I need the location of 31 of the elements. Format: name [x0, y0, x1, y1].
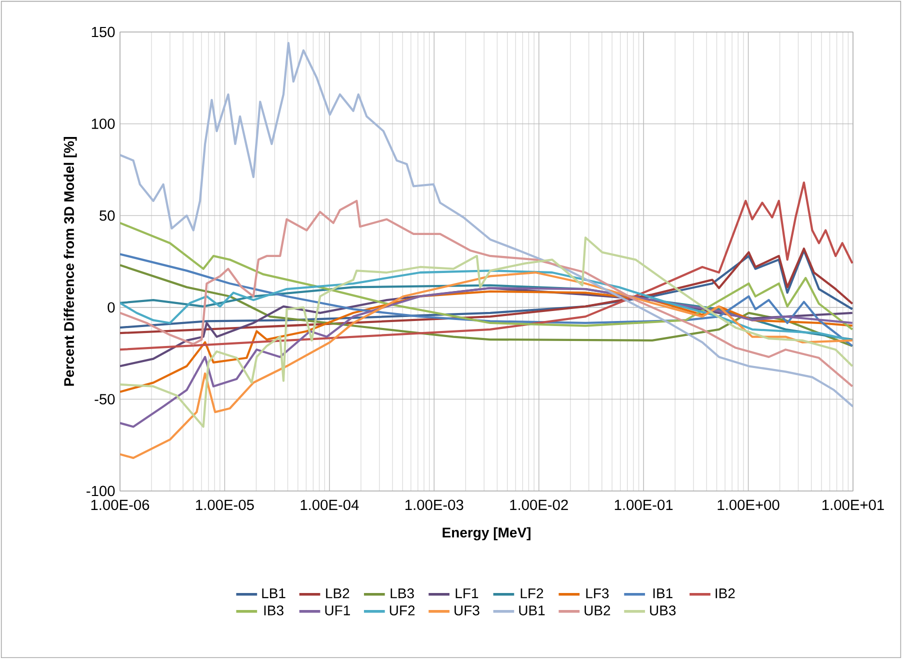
y-tick-label: 150: [92, 26, 115, 38]
legend-label: UB1: [519, 606, 545, 616]
legend-label: IB1: [653, 588, 672, 598]
y-tick-label: -50: [94, 394, 115, 404]
y-tick-label: 100: [92, 118, 115, 129]
x-tick-label: 1.00E-01: [614, 500, 673, 510]
legend-label: LB2: [326, 588, 350, 598]
y-tick-label: -100: [86, 486, 115, 496]
legend-label: UF3: [454, 606, 480, 616]
legend-label: LF1: [456, 588, 478, 598]
legend-label: LF3: [586, 588, 609, 598]
x-tick-label: 1.00E-06: [91, 500, 150, 510]
x-tick-label: 1.00E-04: [300, 500, 359, 510]
x-tick-label: 1.00E-05: [196, 500, 254, 510]
legend-label: LB1: [262, 588, 286, 598]
y-tick-label: 50: [100, 210, 115, 221]
y-axis-title: Percent Difference from 3D Model [%]: [64, 137, 77, 386]
legend-label: UB3: [650, 606, 676, 616]
x-axis-title: Energy [MeV]: [442, 527, 530, 540]
legend-label: LB3: [390, 588, 414, 598]
legend-label: UF2: [390, 606, 415, 616]
x-tick-label: 1.00E+01: [822, 500, 884, 510]
x-tick-label: 1.00E+00: [718, 500, 780, 510]
y-tick-label: 0: [108, 302, 115, 313]
legend-label: UF1: [325, 606, 350, 616]
legend-label: IB2: [716, 588, 735, 598]
legend-label: LF2: [520, 588, 544, 598]
x-tick-label: 1.00E-02: [510, 500, 568, 510]
legend-label: UB2: [584, 606, 610, 616]
legend-label: IB3: [264, 606, 284, 616]
x-tick-label: 1.00E-03: [405, 500, 464, 510]
